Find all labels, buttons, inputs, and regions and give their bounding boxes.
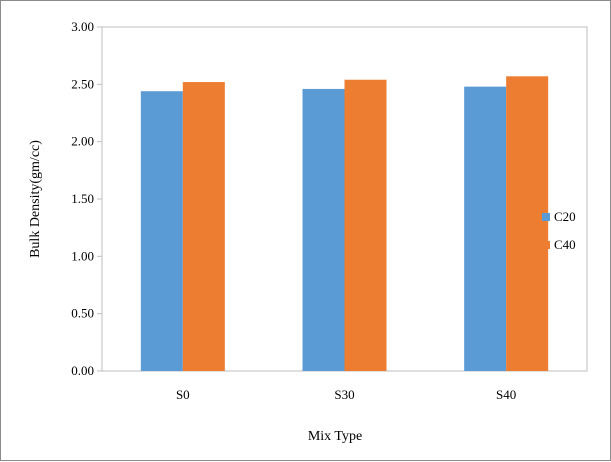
legend-label-c40: C40 (554, 237, 576, 252)
bar-c40-s40 (506, 76, 549, 371)
legend-swatch-c20 (542, 213, 550, 221)
x-axis-ticks: S0 S30 S40 (176, 387, 516, 402)
x-tick-label: S40 (496, 387, 516, 402)
y-axis-ticks: 0.00 0.50 1.00 1.50 2.00 2.50 3.00 (71, 19, 102, 378)
bars (140, 76, 549, 372)
bar-c20-s30 (302, 88, 345, 372)
y-tick-label: 2.50 (71, 76, 94, 91)
y-tick-label: 0.00 (71, 363, 94, 378)
y-tick-label: 1.50 (71, 191, 94, 206)
y-tick-label: 1.00 (71, 248, 94, 263)
y-tick-label: 0.50 (71, 306, 94, 321)
bar-c40-s30 (344, 79, 387, 371)
x-axis-title: Mix Type (308, 429, 362, 444)
y-axis-title: Bulk Density(gm/cc) (28, 140, 43, 258)
y-tick-label: 2.00 (71, 134, 94, 149)
legend: C20 C40 (542, 209, 576, 252)
x-tick-label: S0 (176, 387, 190, 402)
bar-c20-s40 (464, 86, 507, 372)
bar-c20-s0 (140, 91, 183, 372)
x-tick-label: S30 (334, 387, 354, 402)
legend-swatch-c40 (542, 241, 550, 249)
legend-label-c20: C20 (554, 209, 576, 224)
y-tick-label: 3.00 (71, 19, 94, 34)
bar-c40-s0 (182, 82, 225, 371)
